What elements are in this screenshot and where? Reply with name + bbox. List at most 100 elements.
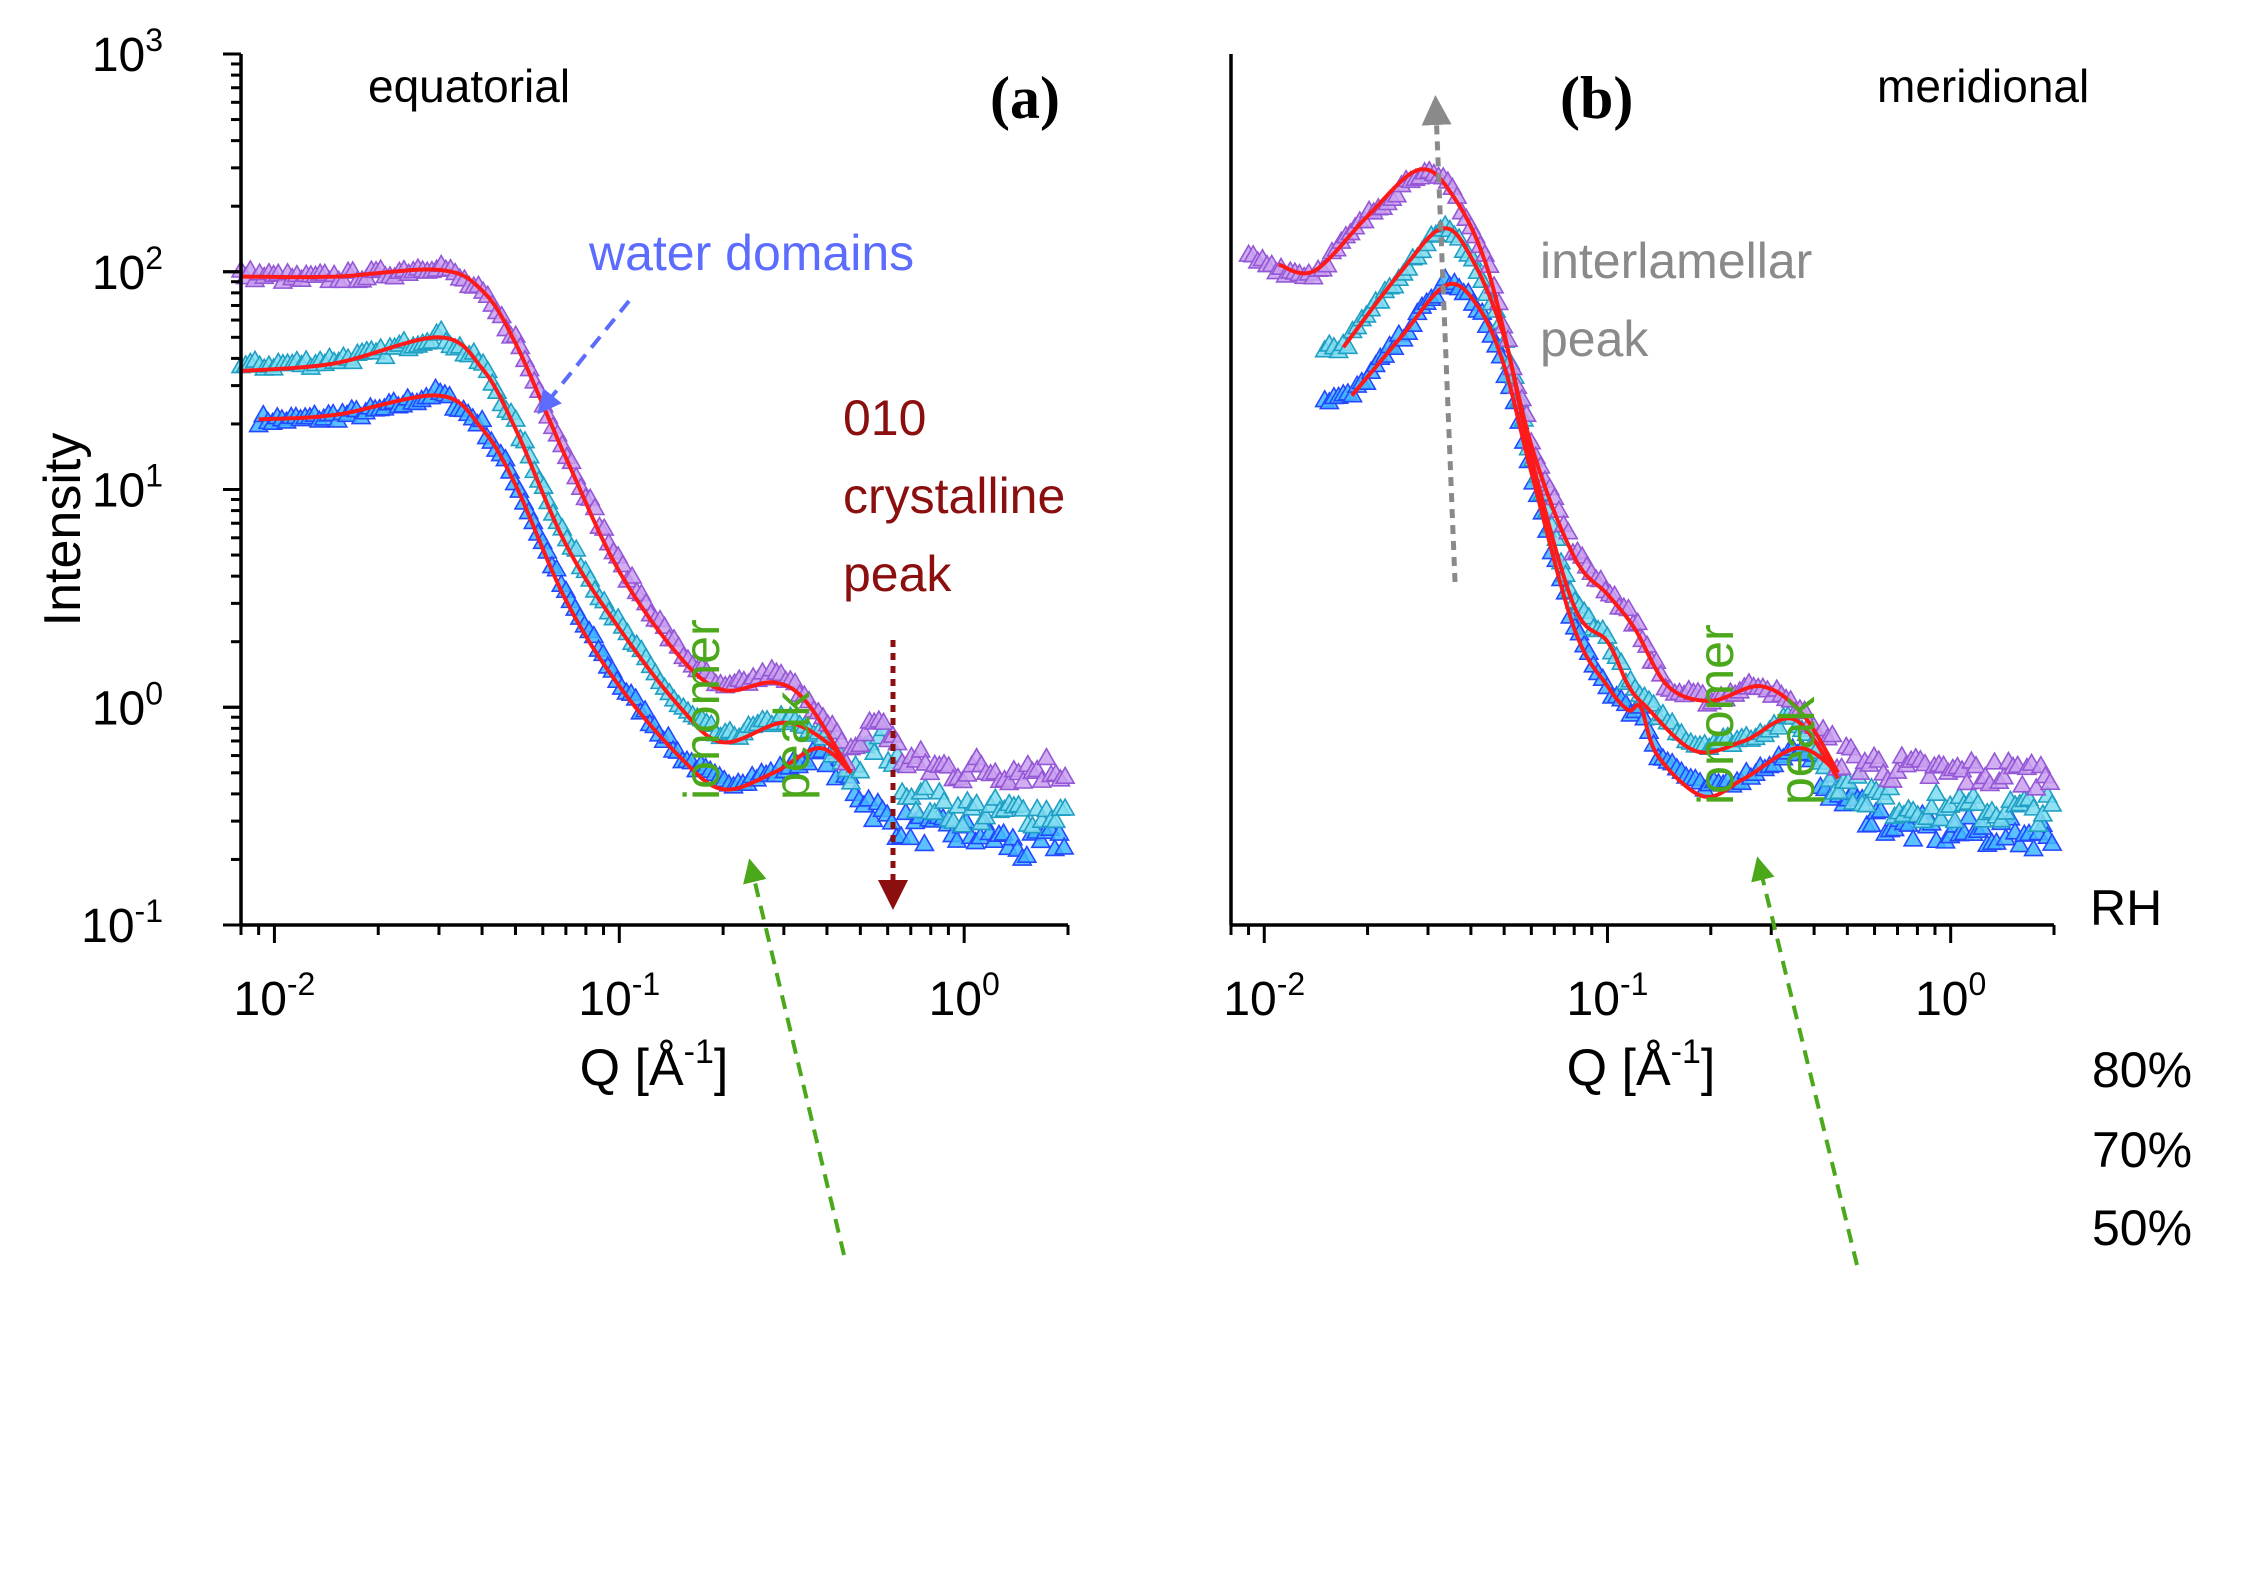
data-point-triangle [1845,745,1866,764]
data-point-triangle [621,565,643,584]
data-point-triangle [1045,809,1067,829]
data-point-triangle [905,800,927,819]
x-tick-label: 10-2 [1223,966,1305,1026]
data-point-triangle [1053,836,1075,855]
panel-a-equatorial: 10-2 10-1 100 Q [Å-1] 10-1 100 101 102 103 Intens… [34,22,1076,1256]
data-point-triangle [2023,838,2044,857]
data-point-triangle [915,777,936,796]
annotation-ionomer-peak-a: peak [764,691,820,800]
annotation-interlamellar-peak: peak [1540,311,1649,367]
data-point-triangle [854,723,876,742]
data-point-triangle [900,827,921,846]
panel-a-marks [230,253,1076,866]
data-point-triangle [873,711,894,730]
data-point-triangle [914,833,935,852]
annotation-010: 010 [843,390,926,446]
data-point-triangle [1902,828,1924,847]
x-axis-label: Q [Å-1] [1567,1033,1716,1097]
data-point-triangle [998,772,1020,791]
fit-curve-70pct [1341,226,1840,780]
data-point-triangle [2009,834,2031,853]
fit-curve-70pct [240,335,853,774]
data-point-triangle [1054,797,1076,816]
y-axis-label: Intensity [34,433,92,627]
ionomer-peak-arrow-b [1751,856,1859,1266]
annotation-crystalline-peak: peak [843,546,952,602]
data-point-triangle [2011,774,2033,793]
fit-curve-80pct [241,267,853,774]
data-point-triangle [2032,803,2054,822]
data-point-triangle [1984,751,2005,770]
data-point-triangle [1861,813,1882,833]
legend-label-50: 50% [2092,1200,2192,1256]
data-point-triangle [2041,832,2063,851]
data-point-triangle [2027,813,2049,832]
data-point-triangle [952,814,974,833]
data-point-triangle [1828,780,1850,800]
annotation-ionomer-peak-b: peak [1769,696,1825,805]
panel-b-marks [1238,160,2063,857]
y-tick-label: 102 [92,240,163,300]
data-point-triangle [1821,724,1843,743]
data-point-triangle [1916,806,1938,825]
data-point-triangle [966,792,988,812]
data-point-triangle [797,752,819,771]
data-point-triangle [1925,782,1947,802]
ionomer-peak-arrow-a [743,858,846,1256]
data-point-triangle [1870,799,1892,819]
data-point-triangle [1036,747,1057,766]
annotation-interlamellar: interlamellar [1540,233,1812,289]
data-point-triangle [956,763,978,782]
y-tick-label: 100 [92,675,163,735]
data-point-triangle [1965,755,1987,774]
annotation-ionomer-a: ionomer [674,619,730,800]
data-point-triangle [1643,693,1665,712]
data-point-triangle [333,269,354,289]
legend-label-70: 70% [2092,1122,2192,1178]
data-point-triangle [984,787,1006,806]
data-point-triangle [1921,796,1943,815]
y-tick-label: 103 [92,22,163,82]
panel-b-title: meridional [1877,60,2089,112]
y-tick-label: 10-1 [81,893,163,953]
panel-b-axes: 10-2 10-1 100 Q [Å-1] [1223,54,2056,1097]
data-point-triangle [1944,810,1966,829]
data-point-triangle [1054,765,1076,784]
panel-a-title: equatorial [368,60,570,112]
x-tick-label: 100 [1915,966,1986,1026]
data-point-triangle [816,754,838,773]
data-point-triangle [975,806,997,825]
data-point-triangle [1386,184,1408,203]
data-point-triangle [1049,822,1070,841]
data-point-triangle [1882,769,1903,788]
data-point-triangle [924,801,946,821]
panel-a-axes: 10-2 10-1 100 Q [Å-1] 10-1 100 101 102 103 Intens… [34,22,1070,1097]
annotation-crystalline: crystalline [843,468,1065,524]
data-point-triangle [1016,844,1038,864]
data-point-triangle [374,345,396,365]
x-tick-label: 100 [929,966,1000,1026]
data-point-triangle [1967,792,1989,811]
x-axis-label: Q [Å-1] [580,1033,729,1097]
x-tick-label: 10-1 [578,966,660,1026]
data-point-triangle [1930,808,1952,827]
annotation-ionomer-b: ionomer [1688,624,1744,805]
fit-curve-50pct [258,393,853,792]
data-point-triangle [1939,794,1961,813]
data-point-triangle [1012,770,1034,789]
panel-a-label: (a) [990,65,1060,131]
panel-b-meridional: 10-2 10-1 100 Q [Å-1] meridional (b) interl… [1223,54,2192,1266]
data-point-triangle [862,808,884,828]
data-point-triangle [1768,716,1790,735]
data-point-triangle [910,739,932,758]
data-point-triangle [933,790,955,809]
fit-curve-80pct [1277,167,1840,774]
data-point-triangle [2023,797,2044,816]
data-point-triangle [2041,793,2063,812]
water-domains-arrow [537,299,631,415]
y-tick-label: 101 [92,458,163,518]
data-point-triangle [1856,794,1878,813]
legend-title: RH [2090,880,2162,936]
fit-curve-50pct [1350,281,1840,799]
